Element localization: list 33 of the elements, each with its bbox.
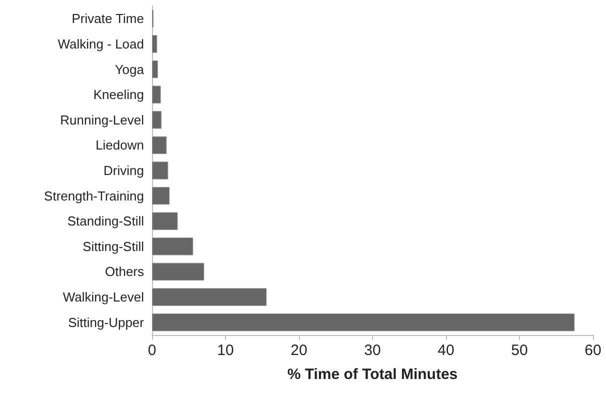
bar: [152, 111, 162, 129]
x-tick-label: 50: [511, 342, 528, 359]
x-tick-label: 60: [584, 342, 602, 359]
y-tick-label: Liedown: [96, 138, 144, 153]
bar: [152, 136, 167, 154]
bar: [152, 60, 158, 78]
y-tick-label: Others: [104, 264, 144, 280]
bar: [152, 288, 267, 306]
bar: [152, 86, 161, 104]
y-tick-label: Walking-Level: [62, 290, 144, 305]
bar: [152, 262, 204, 281]
x-tick-label: 40: [438, 342, 454, 359]
x-axis-title: % Time of Total Minutes: [287, 366, 458, 383]
x-tick-label: 10: [217, 342, 234, 359]
y-tick-label: Kneeling: [93, 87, 144, 102]
x-tick-label: 20: [290, 342, 308, 359]
y-tick-label: Sitting-Still: [82, 238, 144, 254]
x-tick-label: 30: [364, 342, 381, 359]
x-tick-label: 0: [148, 342, 156, 359]
y-tick-label: Driving: [104, 163, 144, 178]
bar: [152, 212, 178, 230]
y-tick-label: Standing-Still: [67, 214, 144, 229]
bar: [152, 186, 170, 205]
bar: [152, 238, 194, 256]
y-tick-label: Private Time: [72, 11, 144, 26]
bar: [152, 313, 575, 332]
bar: [152, 162, 168, 180]
y-tick-label: Yoga: [114, 62, 145, 77]
y-tick-label: Strength-Training: [44, 188, 144, 204]
y-tick-label: Sitting-Upper: [68, 314, 145, 330]
y-tick-label: Running-Level: [60, 112, 144, 128]
y-tick-label: Walking - Load: [58, 36, 144, 52]
bar: [152, 35, 158, 53]
